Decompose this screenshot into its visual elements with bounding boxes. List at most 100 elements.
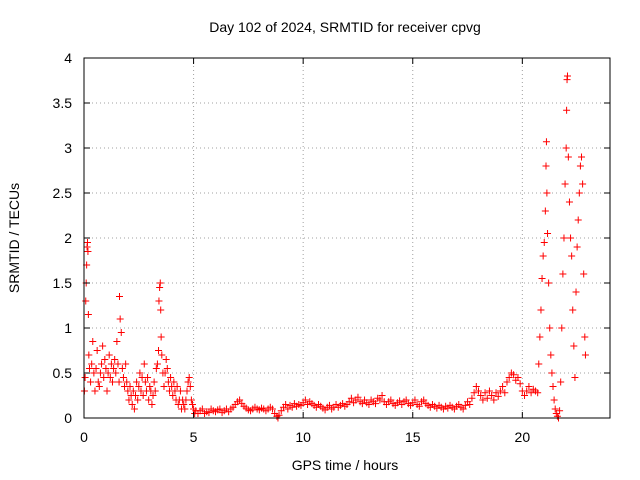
data-point [129, 387, 137, 395]
y-axis-label: SRMTID / TECUs [6, 183, 22, 293]
data-point [477, 392, 485, 399]
data-point [82, 297, 90, 305]
data-point [415, 402, 423, 410]
data-point [559, 270, 567, 278]
data-point [132, 392, 140, 399]
data-point [475, 387, 482, 395]
data-point [99, 342, 107, 350]
data-point [527, 389, 535, 397]
y-tick-label: 2 [64, 230, 72, 246]
data-point [539, 252, 547, 260]
y-tick-labels: 0 0.5 1 1.5 2 2.5 3 3.5 4 [53, 50, 73, 426]
data-point [354, 393, 362, 401]
data-point [503, 378, 511, 386]
data-point [461, 401, 469, 409]
data-point [581, 351, 589, 359]
data-point [130, 405, 138, 413]
data-point [556, 407, 564, 415]
y-tick-label: 2.5 [53, 185, 73, 201]
data-point [113, 338, 121, 345]
data-point [547, 351, 555, 359]
data-point [187, 396, 195, 404]
data-point [184, 378, 192, 386]
data-point [541, 207, 549, 215]
data-point [107, 360, 115, 368]
data-point [542, 162, 550, 170]
data-point [483, 394, 491, 402]
data-point [85, 351, 93, 359]
data-point [112, 369, 120, 377]
data-point [106, 374, 114, 381]
data-point [553, 412, 561, 420]
data-point [116, 315, 124, 323]
data-point [85, 365, 93, 372]
data-point [516, 380, 524, 388]
data-point [116, 293, 124, 300]
data-points [80, 72, 589, 422]
data-point [411, 396, 419, 404]
data-point [152, 365, 160, 372]
data-point [472, 383, 480, 390]
data-point [88, 360, 96, 368]
data-point [144, 374, 152, 381]
data-point [492, 389, 500, 397]
data-point [557, 378, 565, 386]
data-point [139, 392, 147, 399]
data-point [148, 401, 156, 408]
data-point [160, 383, 168, 390]
data-point [523, 387, 531, 395]
data-point [537, 306, 545, 314]
data-point [102, 365, 110, 372]
data-point [534, 389, 542, 397]
data-point [167, 374, 175, 381]
data-point [543, 189, 551, 197]
data-point [521, 392, 529, 399]
data-point [371, 400, 379, 408]
data-point [565, 198, 573, 206]
data-point [216, 405, 224, 413]
data-point [96, 369, 104, 377]
data-point [141, 378, 149, 386]
y-tick-label: 3 [64, 140, 72, 156]
data-point [151, 387, 159, 395]
data-point [84, 311, 92, 318]
data-point [535, 360, 543, 368]
data-point [173, 383, 181, 390]
data-point [580, 270, 588, 278]
data-point [198, 405, 206, 413]
data-point [282, 401, 290, 408]
data-point [549, 383, 557, 390]
data-point [536, 333, 544, 341]
data-point [155, 347, 163, 354]
data-point [176, 387, 184, 395]
data-point [133, 378, 141, 386]
data-point [149, 392, 157, 399]
data-point [150, 378, 158, 386]
data-point [347, 394, 355, 402]
data-point [100, 374, 108, 381]
data-point [110, 365, 118, 372]
data-point [378, 392, 386, 399]
data-point [548, 369, 556, 377]
data-point [488, 392, 496, 399]
data-point [101, 356, 109, 363]
data-point [115, 378, 123, 386]
y-tick-label: 0.5 [53, 365, 73, 381]
y-tick-label: 1 [64, 320, 72, 336]
x-tick-label: 15 [405, 429, 421, 445]
data-point [94, 378, 102, 386]
data-point [301, 396, 309, 404]
data-point [365, 401, 373, 408]
data-point [155, 297, 163, 305]
data-point [490, 396, 498, 404]
data-point [114, 360, 122, 368]
data-point [128, 401, 136, 408]
data-point [162, 356, 170, 363]
data-point [485, 387, 493, 395]
data-point [558, 324, 566, 332]
x-axis-label: GPS time / hours [292, 457, 399, 473]
data-point [345, 398, 353, 406]
data-point [575, 189, 583, 197]
data-point [158, 351, 166, 359]
